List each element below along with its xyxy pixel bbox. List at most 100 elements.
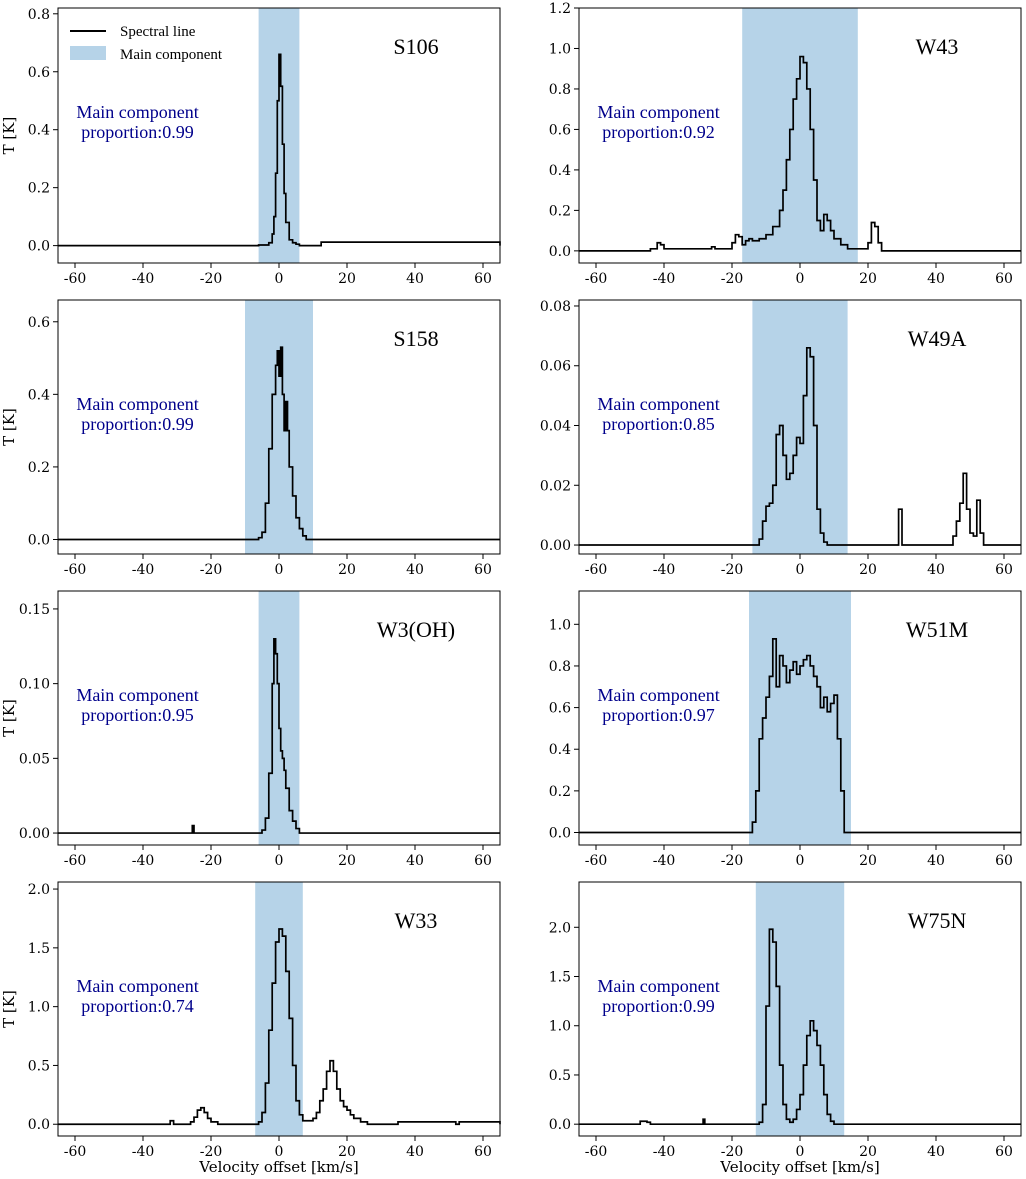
annotation-line-1: Main component [597, 394, 719, 414]
x-tick-label: 40 [927, 853, 945, 869]
panel-5: -60 -40 -20 0 20 40 60 0.00 0.05 0.10 0.15 W3(OH) Ma… [0, 590, 501, 869]
x-tick-label: 40 [406, 562, 424, 578]
spectral-line [579, 638, 1021, 834]
x-tick-label: -60 [585, 271, 608, 287]
panel-8: -60 -40 -20 0 20 40 60 0.0 0.5 1.0 1.5 2.0 W75N Main … [549, 881, 1022, 1176]
y-tick-label: 0.0 [28, 532, 50, 548]
panel-title: W33 [395, 908, 438, 933]
legend-shade-swatch [70, 46, 106, 60]
x-tick-label: -20 [721, 562, 744, 578]
annotation-line-2: proportion:0.99 [602, 996, 715, 1016]
spectral-line [579, 55, 1021, 252]
x-tick-label: 0 [275, 271, 284, 287]
y-tick-label: 0.02 [540, 478, 571, 494]
y-axis-label: T [K] [0, 990, 18, 1028]
x-tick-label: 60 [474, 562, 492, 578]
panel-title: W43 [916, 34, 959, 59]
y-tick-label: 1.0 [549, 1019, 571, 1035]
annotation-line-2: proportion:0.95 [81, 705, 194, 725]
x-tick-label: 60 [995, 1144, 1013, 1160]
x-tick-label: 0 [796, 271, 805, 287]
x-tick-label: 20 [338, 1144, 356, 1160]
x-tick-label: 40 [406, 853, 424, 869]
panel-7: -60 -40 -20 0 20 40 60 0.0 0.5 1.0 1.5 2.0 W33 Main c… [0, 881, 501, 1176]
panel-title: S158 [393, 326, 438, 351]
x-tick-label: -40 [132, 853, 155, 869]
x-tick-label: -60 [64, 1144, 87, 1160]
x-tick-label: -60 [64, 853, 87, 869]
annotation-line-1: Main component [597, 102, 719, 122]
y-tick-label: 0.2 [28, 181, 50, 197]
x-axis-label: Velocity offset [km/s] [198, 1158, 358, 1176]
panel-1: -60 -40 -20 0 20 40 60 0.0 0.2 0.4 0.6 0.8 S106 Main … [0, 7, 501, 287]
y-tick-label: 0.06 [540, 359, 571, 375]
x-tick-label: 0 [275, 562, 284, 578]
y-tick-label: 0.6 [28, 315, 50, 331]
y-axis-label: T [K] [0, 117, 18, 155]
x-tick-label: 0 [796, 1144, 805, 1160]
main-component-band [245, 300, 313, 554]
main-component-band [258, 8, 300, 263]
y-tick-label: 1.0 [28, 1000, 50, 1016]
spectral-line [579, 928, 1021, 1126]
spectral-line [58, 53, 501, 247]
x-tick-label: 20 [859, 853, 877, 869]
x-tick-label: -60 [64, 271, 87, 287]
y-tick-label: 0.8 [28, 7, 50, 23]
legend: Spectral line Main component [70, 24, 223, 63]
y-tick-label: 1.5 [549, 970, 571, 986]
x-tick-label: 40 [927, 1144, 945, 1160]
x-tick-label: 0 [796, 853, 805, 869]
main-component-band [755, 882, 845, 1136]
x-tick-label: -20 [200, 853, 223, 869]
y-tick-label: 0.0 [28, 1117, 50, 1133]
x-tick-label: 0 [796, 562, 805, 578]
panel-6: -60 -40 -20 0 20 40 60 0.0 0.2 0.4 0.6 0.8 1.0 W51M Ma… [549, 590, 1022, 869]
x-tick-label: -20 [200, 271, 223, 287]
y-tick-label: 0.0 [549, 1117, 571, 1133]
y-tick-label: 1.0 [549, 617, 571, 633]
annotation-line-1: Main component [76, 102, 198, 122]
x-tick-label: -40 [653, 853, 676, 869]
y-tick-label: 2.0 [549, 920, 571, 936]
x-tick-label: -60 [585, 562, 608, 578]
y-tick-label: 0.6 [549, 701, 571, 717]
annotation-line-2: proportion:0.99 [81, 414, 194, 434]
spectral-line [58, 346, 500, 541]
x-tick-label: -20 [721, 853, 744, 869]
y-tick-label: 0.0 [549, 826, 571, 842]
y-tick-label: 0.5 [28, 1058, 50, 1074]
y-tick-label: 1.0 [549, 41, 571, 57]
x-tick-label: 0 [275, 853, 284, 869]
x-tick-label: 60 [995, 271, 1013, 287]
y-tick-label: 0.04 [540, 419, 571, 435]
annotation-line-2: proportion:0.97 [602, 705, 715, 725]
y-tick-label: 1.5 [28, 941, 50, 957]
y-tick-label: 0.8 [549, 82, 571, 98]
panel-3: -60 -40 -20 0 20 40 60 0.0 0.2 0.4 0.6 S158 Main com… [0, 299, 501, 578]
x-tick-label: 20 [338, 853, 356, 869]
x-tick-label: -40 [132, 271, 155, 287]
annotation-line-1: Main component [76, 976, 198, 996]
y-tick-label: 0.0 [28, 239, 50, 255]
x-tick-label: 40 [927, 271, 945, 287]
panel-title: S106 [393, 34, 438, 59]
y-tick-label: 0.05 [19, 751, 50, 767]
main-component-band [255, 882, 303, 1136]
annotation-line-1: Main component [76, 394, 198, 414]
y-tick-label: 0.2 [28, 460, 50, 476]
y-tick-label: 0.08 [540, 299, 571, 315]
x-tick-label: 40 [406, 271, 424, 287]
x-tick-label: -40 [653, 1144, 676, 1160]
x-tick-label: -20 [721, 1144, 744, 1160]
x-tick-label: -20 [200, 1144, 223, 1160]
x-tick-label: 20 [338, 562, 356, 578]
panel-title: W75N [908, 908, 967, 933]
main-component-band [742, 8, 858, 263]
y-tick-label: 0.10 [19, 677, 50, 693]
x-tick-label: 20 [338, 271, 356, 287]
y-tick-label: 1.2 [549, 1, 571, 17]
y-tick-label: 0.4 [549, 163, 571, 179]
annotation-line-2: proportion:0.85 [602, 414, 715, 434]
